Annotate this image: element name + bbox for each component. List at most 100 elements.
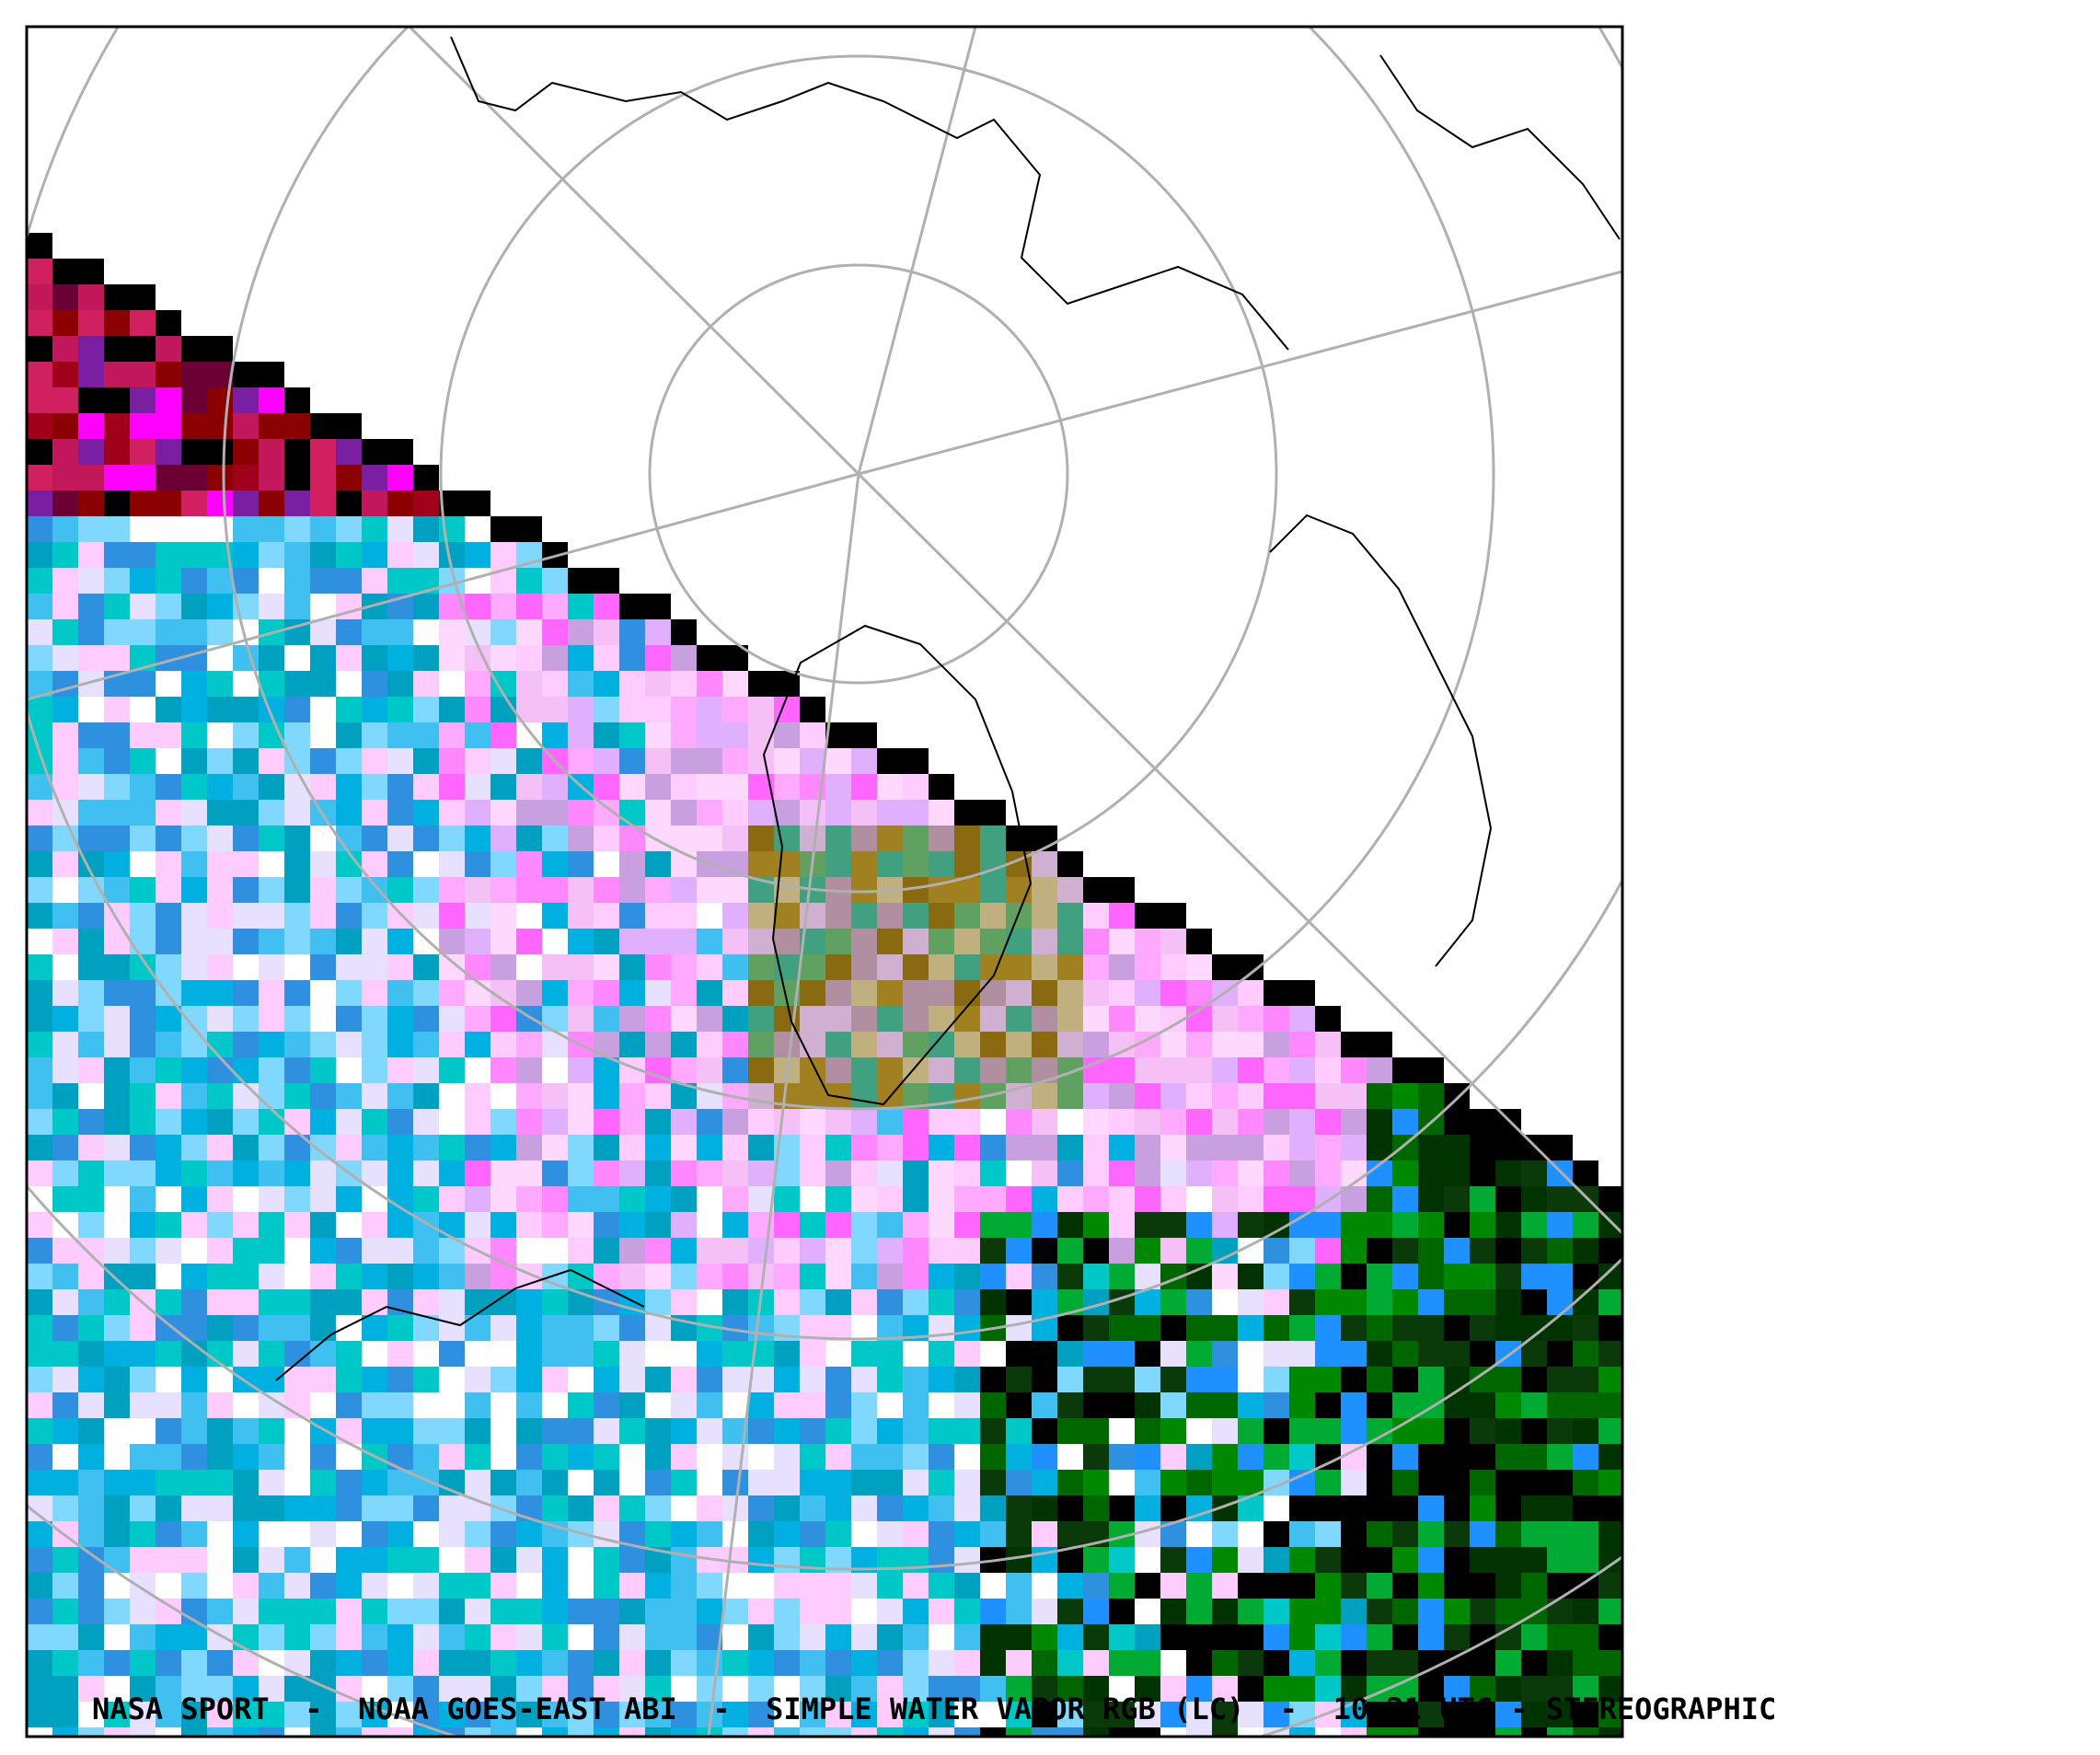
image-pixel (490, 1599, 516, 1624)
image-pixel (130, 1160, 156, 1186)
image-pixel (387, 1160, 413, 1186)
image-pixel (774, 1109, 800, 1135)
image-pixel (181, 826, 207, 851)
image-pixel (233, 1264, 259, 1289)
image-pixel (1367, 1444, 1392, 1470)
image-pixel (1444, 1109, 1470, 1135)
image-pixel (568, 1599, 594, 1624)
coastline (1379, 54, 1621, 240)
image-pixel (259, 1599, 284, 1624)
image-pixel (980, 1702, 1006, 1727)
image-pixel (362, 826, 387, 851)
image-pixel (774, 826, 800, 851)
image-pixel (1057, 1573, 1083, 1599)
image-pixel (130, 1186, 156, 1212)
image-pixel (516, 1727, 542, 1737)
image-pixel (1212, 1083, 1238, 1109)
image-pixel (1083, 1392, 1109, 1418)
image-pixel (1573, 1238, 1598, 1264)
image-pixel (1598, 1624, 1622, 1650)
image-pixel (78, 903, 104, 929)
image-pixel (1289, 1495, 1315, 1521)
image-pixel (825, 1624, 851, 1650)
image-pixel (1109, 1418, 1135, 1444)
image-pixel (387, 1547, 413, 1573)
image-pixel (156, 619, 181, 645)
image-pixel (78, 1599, 104, 1624)
image-pixel (903, 1702, 929, 1727)
image-pixel (413, 491, 439, 516)
image-pixel (130, 851, 156, 877)
image-pixel (594, 1212, 619, 1238)
image-pixel (104, 1418, 130, 1444)
image-pixel (671, 1624, 697, 1650)
image-pixel (387, 1624, 413, 1650)
image-pixel (825, 1470, 851, 1495)
image-pixel (697, 1160, 722, 1186)
image-pixel (1367, 1495, 1392, 1521)
image-pixel (259, 1057, 284, 1083)
image-pixel (104, 1238, 130, 1264)
image-pixel (645, 1160, 671, 1186)
image-pixel (1160, 954, 1186, 980)
image-pixel (1547, 1702, 1573, 1727)
image-pixel (284, 1186, 310, 1212)
image-pixel (800, 1264, 825, 1289)
image-pixel (877, 1495, 903, 1521)
image-pixel (1186, 1727, 1212, 1737)
image-pixel (52, 1083, 78, 1109)
image-pixel (413, 800, 439, 826)
image-pixel (284, 1315, 310, 1341)
image-pixel (1160, 929, 1186, 954)
image-pixel (1495, 1521, 1521, 1547)
image-pixel (207, 1032, 233, 1057)
image-pixel (1315, 1418, 1341, 1444)
image-pixel (697, 929, 722, 954)
image-pixel (1547, 1676, 1573, 1702)
image-pixel (903, 954, 929, 980)
image-pixel (259, 594, 284, 619)
image-pixel (336, 491, 362, 516)
image-pixel (1032, 851, 1057, 877)
image-pixel (130, 413, 156, 439)
image-pixel (490, 877, 516, 903)
image-pixel (774, 851, 800, 877)
image-pixel (259, 1573, 284, 1599)
image-pixel (104, 284, 130, 310)
image-pixel (465, 1135, 490, 1160)
image-pixel (1057, 1495, 1083, 1521)
image-pixel (233, 465, 259, 491)
image-pixel (439, 1160, 465, 1186)
image-pixel (903, 1367, 929, 1392)
image-pixel (1109, 1650, 1135, 1676)
image-pixel (1521, 1264, 1547, 1289)
image-pixel (1238, 1624, 1263, 1650)
image-pixel (568, 1264, 594, 1289)
image-pixel (825, 1367, 851, 1392)
image-pixel (130, 1264, 156, 1289)
image-pixel (439, 877, 465, 903)
image-pixel (954, 877, 980, 903)
image-pixel (954, 1702, 980, 1727)
image-pixel (851, 1367, 877, 1392)
image-pixel (1418, 1650, 1444, 1676)
image-pixel (1367, 1367, 1392, 1392)
image-pixel (336, 877, 362, 903)
image-pixel (1418, 1186, 1444, 1212)
image-pixel (516, 1599, 542, 1624)
image-pixel (207, 1470, 233, 1495)
image-pixel (1032, 1186, 1057, 1212)
image-pixel (104, 619, 130, 645)
image-pixel (619, 1109, 645, 1135)
image-pixel (104, 1392, 130, 1418)
image-pixel (1057, 1676, 1083, 1702)
image-pixel (1057, 1470, 1083, 1495)
image-pixel (568, 1702, 594, 1727)
image-pixel (619, 645, 645, 671)
image-pixel (800, 1109, 825, 1135)
image-pixel (233, 1315, 259, 1341)
image-pixel (181, 362, 207, 387)
image-pixel (27, 594, 52, 619)
image-pixel (1238, 1006, 1263, 1032)
image-pixel (980, 1418, 1006, 1444)
